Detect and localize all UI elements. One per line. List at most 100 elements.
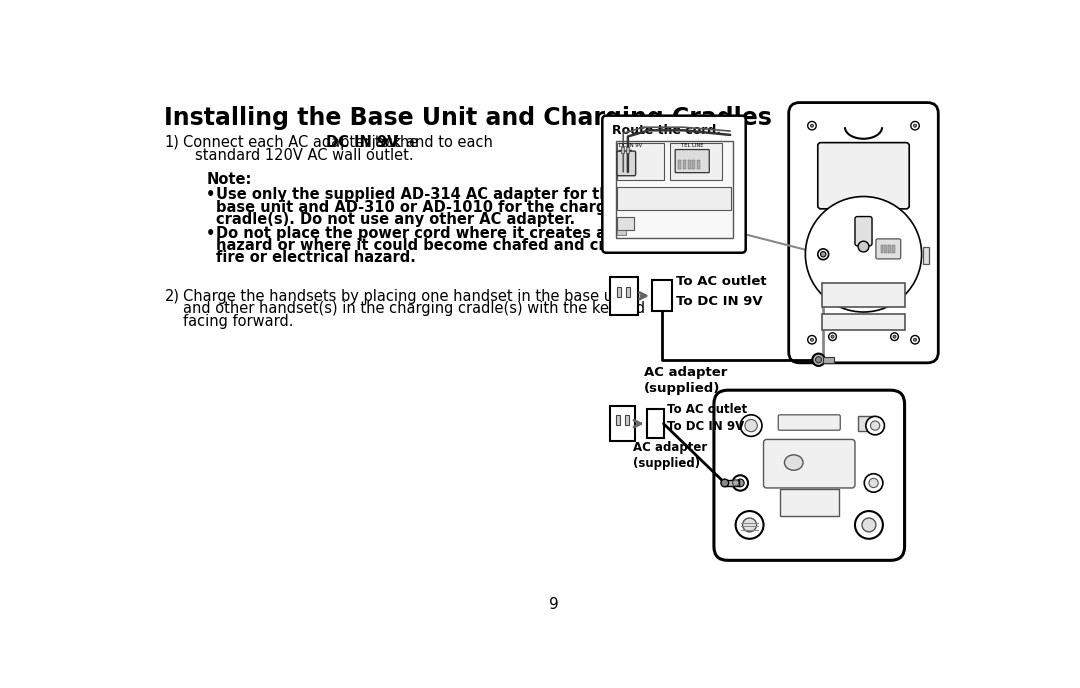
Bar <box>725 480 739 486</box>
Bar <box>859 416 874 431</box>
Bar <box>617 142 663 180</box>
Circle shape <box>855 511 882 539</box>
Text: •: • <box>206 226 216 241</box>
Circle shape <box>808 122 816 130</box>
Circle shape <box>806 197 921 312</box>
Circle shape <box>870 421 880 430</box>
Bar <box>688 160 691 169</box>
Circle shape <box>810 124 813 127</box>
Circle shape <box>821 252 826 257</box>
Text: and other handset(s) in the charging cradle(s) with the keypad: and other handset(s) in the charging cra… <box>183 301 645 316</box>
Bar <box>625 415 629 425</box>
Text: Route the cord.: Route the cord. <box>611 124 720 137</box>
Text: DC IN 9V: DC IN 9V <box>326 135 399 150</box>
Circle shape <box>721 479 729 487</box>
Bar <box>617 415 620 425</box>
Circle shape <box>864 474 882 492</box>
Circle shape <box>732 480 739 486</box>
Bar <box>626 287 631 297</box>
Text: jack and to each: jack and to each <box>367 135 492 150</box>
Bar <box>780 489 839 516</box>
Text: Use only the supplied AD-314 AC adapter for the: Use only the supplied AD-314 AC adapter … <box>216 187 620 202</box>
Bar <box>647 409 663 438</box>
Bar <box>617 217 634 230</box>
Circle shape <box>862 518 876 532</box>
Circle shape <box>745 420 757 432</box>
Circle shape <box>815 356 822 363</box>
Circle shape <box>910 336 919 344</box>
Bar <box>652 281 672 311</box>
Bar <box>697 160 700 169</box>
Bar <box>922 246 929 264</box>
Circle shape <box>818 249 828 259</box>
Text: Connect each AC adapter to the: Connect each AC adapter to the <box>183 135 423 150</box>
Circle shape <box>828 333 836 341</box>
Circle shape <box>732 475 748 491</box>
Text: hazard or where it could become chafed and create a: hazard or where it could become chafed a… <box>216 238 658 253</box>
Text: To DC IN 9V: To DC IN 9V <box>676 295 762 308</box>
Text: base unit and AD-310 or AD-1010 for the charging: base unit and AD-310 or AD-1010 for the … <box>216 200 633 215</box>
FancyBboxPatch shape <box>617 151 636 175</box>
Ellipse shape <box>784 455 804 471</box>
Bar <box>616 141 732 238</box>
Text: cradle(s). Do not use any other AC adapter.: cradle(s). Do not use any other AC adapt… <box>216 212 576 227</box>
Text: AC adapter
(supplied): AC adapter (supplied) <box>633 442 706 471</box>
Text: To DC IN 9V: To DC IN 9V <box>667 420 745 433</box>
Bar <box>670 142 723 180</box>
Circle shape <box>891 333 899 341</box>
Bar <box>621 147 624 153</box>
Text: ←••→: ←••→ <box>619 148 633 153</box>
FancyBboxPatch shape <box>855 217 872 246</box>
Text: Do not place the power cord where it creates a trip: Do not place the power cord where it cre… <box>216 226 642 241</box>
FancyBboxPatch shape <box>603 116 745 252</box>
Bar <box>617 187 731 211</box>
FancyBboxPatch shape <box>714 390 905 560</box>
Circle shape <box>743 518 757 532</box>
Circle shape <box>740 415 762 436</box>
Bar <box>610 406 635 442</box>
Bar <box>692 160 696 169</box>
Bar <box>610 277 638 315</box>
Circle shape <box>910 122 919 130</box>
Text: AC adapter
(supplied): AC adapter (supplied) <box>644 366 728 395</box>
Bar <box>823 314 905 330</box>
Text: 1): 1) <box>164 135 179 150</box>
Text: TEL LINE: TEL LINE <box>680 143 703 149</box>
Circle shape <box>914 124 917 127</box>
Text: fire or electrical hazard.: fire or electrical hazard. <box>216 250 416 266</box>
Bar <box>892 245 894 252</box>
Circle shape <box>737 479 744 487</box>
Circle shape <box>810 338 813 341</box>
Circle shape <box>831 335 834 338</box>
Circle shape <box>812 354 825 366</box>
Bar <box>823 283 905 308</box>
Bar <box>617 230 626 235</box>
FancyBboxPatch shape <box>788 103 939 363</box>
Text: Installing the Base Unit and Charging Cradles: Installing the Base Unit and Charging Cr… <box>164 106 772 129</box>
FancyBboxPatch shape <box>818 142 909 209</box>
FancyBboxPatch shape <box>779 415 840 430</box>
Bar <box>678 160 681 169</box>
Bar <box>823 358 834 363</box>
Text: DC IN 9V: DC IN 9V <box>619 143 642 149</box>
Bar <box>617 287 621 297</box>
Circle shape <box>914 338 917 341</box>
Text: 9: 9 <box>549 597 558 612</box>
Text: standard 120V AC wall outlet.: standard 120V AC wall outlet. <box>195 148 414 163</box>
Bar <box>626 147 630 153</box>
Text: •: • <box>206 187 216 202</box>
Text: 2): 2) <box>164 289 179 304</box>
Text: Charge the handsets by placing one handset in the base unit: Charge the handsets by placing one hands… <box>183 289 633 304</box>
Bar <box>880 245 882 252</box>
Text: Note:: Note: <box>206 172 252 187</box>
FancyBboxPatch shape <box>876 239 901 259</box>
Bar <box>683 160 686 169</box>
Circle shape <box>808 336 816 344</box>
FancyBboxPatch shape <box>675 149 710 173</box>
Circle shape <box>893 335 896 338</box>
Circle shape <box>735 511 764 539</box>
Bar <box>885 245 887 252</box>
Circle shape <box>866 416 885 435</box>
Bar <box>889 245 891 252</box>
Text: To AC outlet: To AC outlet <box>667 403 747 416</box>
